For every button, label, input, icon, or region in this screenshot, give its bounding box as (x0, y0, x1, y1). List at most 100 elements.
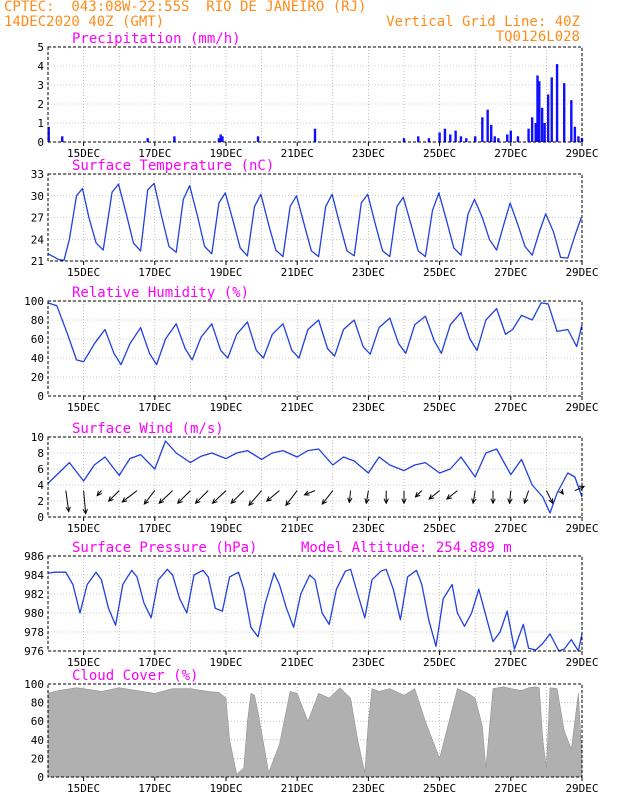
precip-bar (497, 138, 500, 142)
x-tick-label: 27DEC (494, 782, 527, 795)
wind-arrow-shaft (108, 490, 120, 502)
x-tick-label: 23DEC (352, 266, 385, 279)
wind-arrow (211, 490, 227, 504)
wind-arrow-shaft (509, 490, 512, 504)
precip-bar (219, 134, 222, 142)
panel-1 (47, 46, 584, 146)
y-tick-label: 40 (31, 352, 44, 365)
wind-arrow-head (321, 499, 328, 505)
panel-5 (47, 555, 583, 655)
wind-arrow-shaft (348, 490, 352, 503)
temperature-line (47, 182, 582, 261)
wind-arrow-head (285, 500, 291, 507)
humidity-line (47, 302, 583, 366)
precip-bar (563, 83, 566, 142)
precip-bar (417, 136, 420, 142)
y-tick-label: 1 (37, 117, 44, 130)
y-tick-label: 5 (37, 41, 44, 54)
panel-frame (47, 173, 583, 262)
y-tick-label: 6 (37, 463, 44, 476)
header-line2-right: Vertical Grid Line: 40Z (386, 14, 580, 30)
x-tick-label: 17DEC (138, 656, 171, 669)
wind-arrow (445, 490, 458, 500)
panel-title: Precipitation (mm/h) (72, 31, 241, 47)
x-tick-label: 21DEC (281, 782, 314, 795)
header-line3-right: TQ0126L028 (495, 29, 580, 45)
y-tick-label: 4 (37, 60, 44, 73)
y-tick-label: 27 (31, 212, 44, 225)
precip-bar (540, 107, 544, 142)
wind-arrow (523, 490, 530, 505)
precip-bar (474, 136, 477, 142)
x-tick-label: 27DEC (494, 401, 527, 414)
wind-arrow-head (176, 498, 183, 505)
y-tick-label: 986 (24, 550, 44, 563)
x-tick-label: 29DEC (565, 401, 598, 414)
wind-arrow (143, 490, 156, 505)
x-tick-label: 27DEC (494, 522, 527, 535)
wind-arrow-shaft (177, 490, 191, 504)
y-tick-label: 0 (37, 511, 44, 524)
header-line1-left: CPTEC: 043:08W-22:55S RIO DE JANEIRO (RJ… (4, 0, 367, 15)
x-tick-label: 25DEC (423, 147, 456, 160)
wind-arrow-head (143, 499, 150, 505)
x-tick-label: 21DEC (281, 656, 314, 669)
y-tick-label: 980 (24, 607, 44, 620)
wind-arrow-shaft (472, 490, 476, 504)
wind-arrow (545, 490, 554, 505)
y-tick-label: 0 (37, 136, 44, 149)
y-tick-label: 8 (37, 447, 44, 460)
y-tick-label: 100 (24, 295, 44, 308)
wind-arrow-head (558, 489, 564, 495)
wind-arrow-shaft (248, 490, 262, 506)
precip-bar (449, 134, 452, 142)
wind-arrow-head (507, 498, 513, 505)
y-tick-label: 3 (37, 79, 44, 92)
y-tick-label: 0 (37, 390, 44, 403)
wind-arrow (285, 490, 298, 507)
precip-bar (543, 123, 546, 142)
wind-arrow-shaft (523, 490, 530, 504)
wind-arrow-head (523, 498, 529, 505)
wind-arrow-shaft (83, 490, 87, 514)
wind-arrow (364, 490, 370, 505)
wind-arrow-shaft (545, 490, 554, 504)
precip-bar (465, 138, 468, 142)
wind-arrow (248, 490, 262, 507)
y-tick-label: 2 (37, 98, 44, 111)
wind-arrow-head (364, 498, 370, 505)
y-tick-label: 982 (24, 588, 44, 601)
precip-bar (61, 136, 64, 142)
x-tick-label: 23DEC (352, 401, 385, 414)
panel-frame (47, 683, 583, 778)
x-tick-label: 17DEC (138, 782, 171, 795)
x-tick-label: 21DEC (281, 147, 314, 160)
x-tick-label: 21DEC (281, 266, 314, 279)
x-tick-label: 17DEC (138, 266, 171, 279)
panel-frame (47, 436, 583, 518)
wind-arrow (65, 490, 71, 513)
precip-bar (486, 109, 489, 142)
x-tick-label: 27DEC (494, 147, 527, 160)
y-tick-label: 33 (31, 168, 44, 181)
wind-arrow (265, 490, 280, 502)
y-tick-label: 978 (24, 626, 44, 639)
precip-bar (217, 138, 221, 142)
wind-arrow (347, 490, 353, 504)
wind-arrow (401, 490, 407, 505)
x-tick-label: 15DEC (67, 147, 100, 160)
wind-arrow (414, 490, 423, 498)
wind-arrow-head (65, 506, 71, 513)
wind-arrow-head (82, 508, 88, 515)
header-line2-left: 14DEC2020 40Z (GMT) (4, 14, 165, 30)
wind-arrow-head (211, 498, 218, 504)
precip-bar (443, 128, 447, 142)
wind-arrow (121, 490, 138, 503)
wind-arrow-head (303, 490, 310, 496)
y-tick-label: 60 (31, 715, 44, 728)
wind-arrow-head (194, 498, 201, 505)
y-tick-label: 976 (24, 645, 44, 658)
x-tick-label: 21DEC (281, 401, 314, 414)
x-tick-label: 29DEC (565, 782, 598, 795)
panel-title: Surface Wind (m/s) (72, 421, 224, 437)
